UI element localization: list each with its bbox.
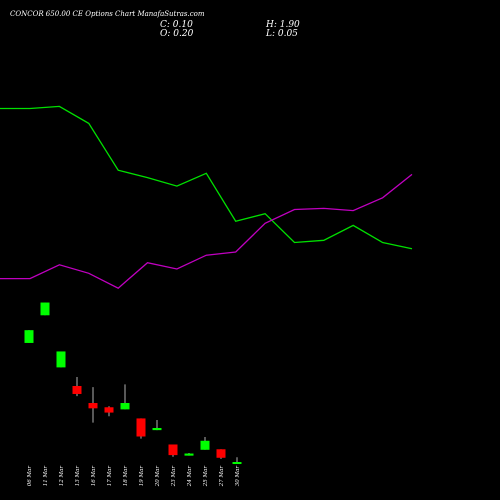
close-label: C: 0.10 (160, 20, 193, 30)
x-axis-labels: 06 Mar 11 Mar 12 Mar 13 Mar 16 Mar 17 Mar 18 M… (27, 466, 241, 488)
x-tick-label: 17 Mar (107, 466, 113, 487)
candle-body (232, 462, 242, 465)
candle-body (184, 453, 194, 456)
x-tick-label: 06 Mar (27, 466, 33, 487)
x-tick-label: 24 Mar (187, 466, 193, 488)
candle-body (152, 428, 162, 431)
x-tick-label: 13 Mar (75, 466, 81, 487)
candle-body (136, 418, 146, 437)
candle-body (40, 302, 50, 316)
x-tick-label: 23 Mar (171, 466, 177, 488)
candle-body (200, 440, 210, 450)
low-label: L: 0.05 (266, 29, 298, 39)
candle-body (56, 351, 66, 368)
x-tick-label: 27 Mar (219, 466, 225, 488)
candles (24, 302, 242, 465)
line-green (0, 105, 413, 250)
x-tick-label: 11 Mar (43, 466, 49, 487)
candle-body (168, 444, 178, 456)
x-tick-label: 18 Mar (123, 466, 129, 487)
x-tick-label: 30 Mar (235, 466, 241, 487)
candle-body (120, 403, 130, 410)
line-magenta (0, 173, 413, 289)
x-tick-label: 16 Mar (91, 466, 97, 487)
x-tick-label: 25 Mar (203, 466, 209, 488)
candle-body (24, 330, 34, 343)
indicator-lines (0, 105, 413, 289)
candle-body (88, 403, 98, 409)
candle-body (72, 386, 82, 394)
candle-body (104, 407, 114, 413)
x-tick-label: 12 Mar (59, 466, 65, 487)
x-tick-label: 20 Mar (155, 466, 161, 488)
x-tick-label: 19 Mar (139, 466, 145, 487)
open-label: O: 0.20 (160, 29, 194, 39)
high-label: H: 1.90 (266, 20, 300, 30)
chart-title: CONCOR 650.00 CE Options Chart ManafaSut… (10, 10, 205, 18)
candle-body (216, 449, 226, 458)
